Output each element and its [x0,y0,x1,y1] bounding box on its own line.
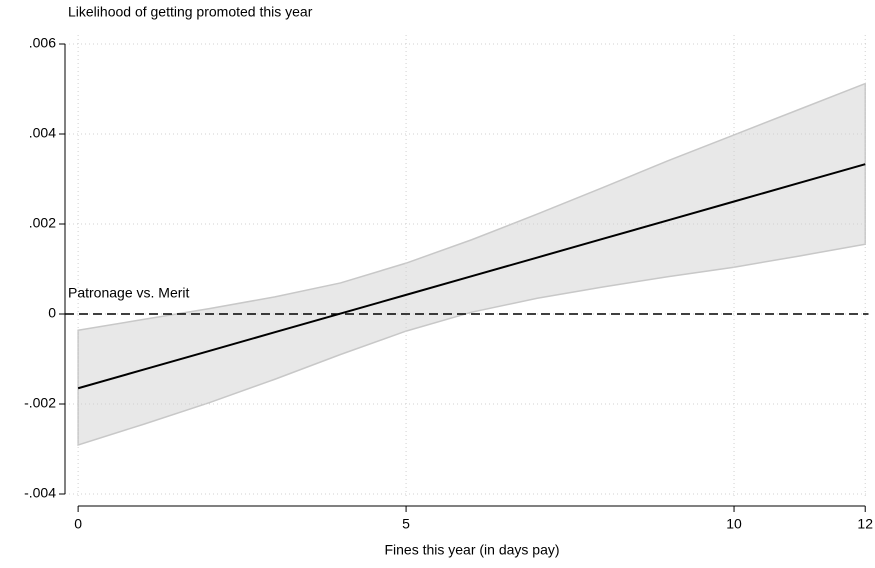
y-tick-label: .006 [29,35,56,51]
x-tick-label: 10 [726,516,742,532]
y-axis-title: Likelihood of getting promoted this year [68,4,313,20]
x-axis-title: Fines this year (in days pay) [384,542,559,558]
y-tick-label: .004 [29,125,56,141]
reference-label: Patronage vs. Merit [68,285,189,301]
x-tick-label: 0 [74,516,82,532]
x-tick-label: 5 [402,516,410,532]
y-tick-label: .002 [29,215,56,231]
y-tick-label: -.004 [24,485,56,501]
x-tick-label: 12 [857,516,873,532]
y-tick-label: -.002 [24,395,56,411]
confidence-band [77,82,866,446]
line [77,163,866,390]
y-tick-label: 0 [48,305,56,321]
